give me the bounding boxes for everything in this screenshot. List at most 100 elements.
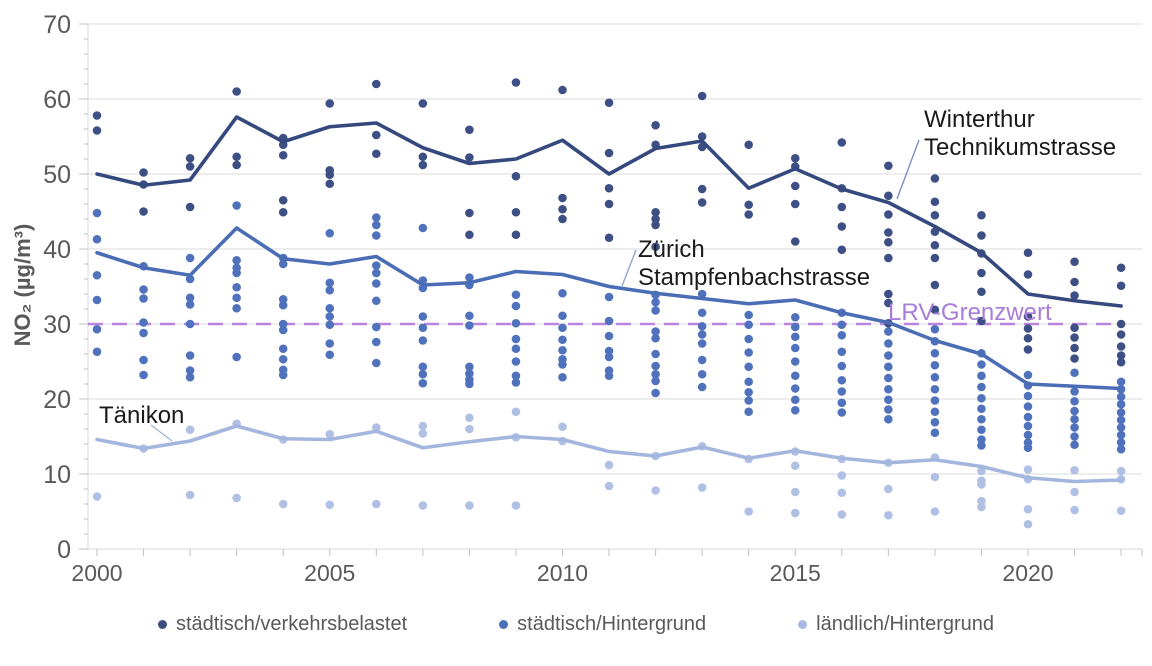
dot [372, 268, 381, 278]
dot [697, 339, 707, 348]
dot [651, 120, 660, 130]
chart-legend: städtisch/verkehrsbelastet städtisch/Hin… [0, 613, 1152, 636]
y-tick-label: 20 [43, 386, 71, 414]
dot [977, 360, 986, 369]
dot [977, 382, 986, 392]
dot [1116, 319, 1126, 329]
dot [744, 200, 753, 210]
dot [1070, 354, 1079, 363]
dot [232, 352, 241, 362]
dot [1116, 438, 1126, 447]
dot [651, 369, 660, 379]
dot [977, 316, 986, 326]
legend-dot-icon [499, 620, 509, 629]
dot [930, 384, 940, 394]
dot [744, 320, 753, 330]
annotation-line: Technikumstrasse [924, 134, 1117, 161]
dot [790, 322, 800, 332]
dot [697, 308, 707, 318]
dot [1116, 408, 1126, 417]
x-tick-label: 2000 [71, 560, 122, 586]
dot [325, 303, 335, 313]
dot [232, 493, 241, 503]
dot [884, 484, 893, 494]
dot [1116, 399, 1126, 409]
dot [1070, 465, 1079, 475]
annotation-zuerich-stampfenbachstrasse: Zürich Stampfenbachstrasse [638, 236, 870, 292]
dot [325, 350, 335, 360]
dot [185, 425, 195, 435]
dot [1070, 406, 1079, 416]
dot [651, 349, 660, 359]
annotation-leader-lines [150, 139, 920, 442]
dot [139, 294, 148, 303]
dot [418, 421, 428, 431]
leader-line [150, 424, 173, 442]
dot [837, 320, 847, 330]
dot [185, 351, 195, 360]
dot [1116, 506, 1126, 516]
dot [511, 371, 521, 381]
dot [651, 297, 660, 307]
dot [697, 321, 707, 331]
dot [930, 396, 940, 405]
x-tick-label: 2010 [537, 560, 588, 586]
dot [744, 377, 753, 387]
y-tick-label: 70 [43, 11, 71, 39]
dot [185, 202, 195, 212]
dot [511, 301, 521, 311]
axes [87, 24, 1142, 550]
dot [1116, 351, 1126, 360]
dot [697, 198, 707, 207]
dot [185, 372, 195, 382]
dot [604, 292, 614, 302]
dot [1070, 414, 1079, 424]
dot [139, 207, 148, 216]
dot [977, 441, 986, 450]
dot [372, 279, 381, 288]
dot [325, 99, 335, 108]
dot [930, 210, 940, 220]
dot [1070, 396, 1079, 406]
dot [511, 290, 521, 300]
dot [977, 480, 986, 489]
dot [837, 245, 847, 255]
y-tick-label: 60 [43, 86, 71, 114]
dot [511, 318, 521, 328]
dot [92, 270, 102, 280]
dot [1023, 333, 1033, 343]
dot [185, 490, 195, 500]
dot [418, 223, 428, 233]
dot [1023, 412, 1033, 422]
dot [977, 393, 986, 403]
dot [930, 407, 940, 417]
dot [278, 344, 288, 354]
dot [651, 207, 660, 217]
dot [232, 201, 241, 210]
dot [372, 322, 381, 332]
dot [884, 384, 893, 394]
dot [930, 360, 940, 370]
y-tick-label: 30 [43, 311, 71, 339]
dot [837, 138, 847, 147]
dot [790, 181, 800, 191]
scatter-laendlich-hintergrund [92, 407, 1126, 529]
dot [465, 501, 474, 510]
dot [558, 345, 567, 355]
dot [278, 499, 288, 509]
dot [139, 328, 148, 338]
dot [744, 334, 753, 344]
y-tick-label: 40 [43, 236, 71, 264]
dot [278, 259, 288, 269]
dot [930, 197, 940, 207]
dot [558, 288, 567, 298]
dot [558, 372, 567, 382]
dot [930, 174, 940, 183]
dot [837, 488, 847, 498]
dot [744, 310, 753, 320]
dot [837, 222, 847, 231]
dot [92, 126, 102, 135]
dot [930, 253, 940, 263]
dot [837, 202, 847, 212]
scatter-staedtisch-hintergrund [92, 201, 1126, 454]
